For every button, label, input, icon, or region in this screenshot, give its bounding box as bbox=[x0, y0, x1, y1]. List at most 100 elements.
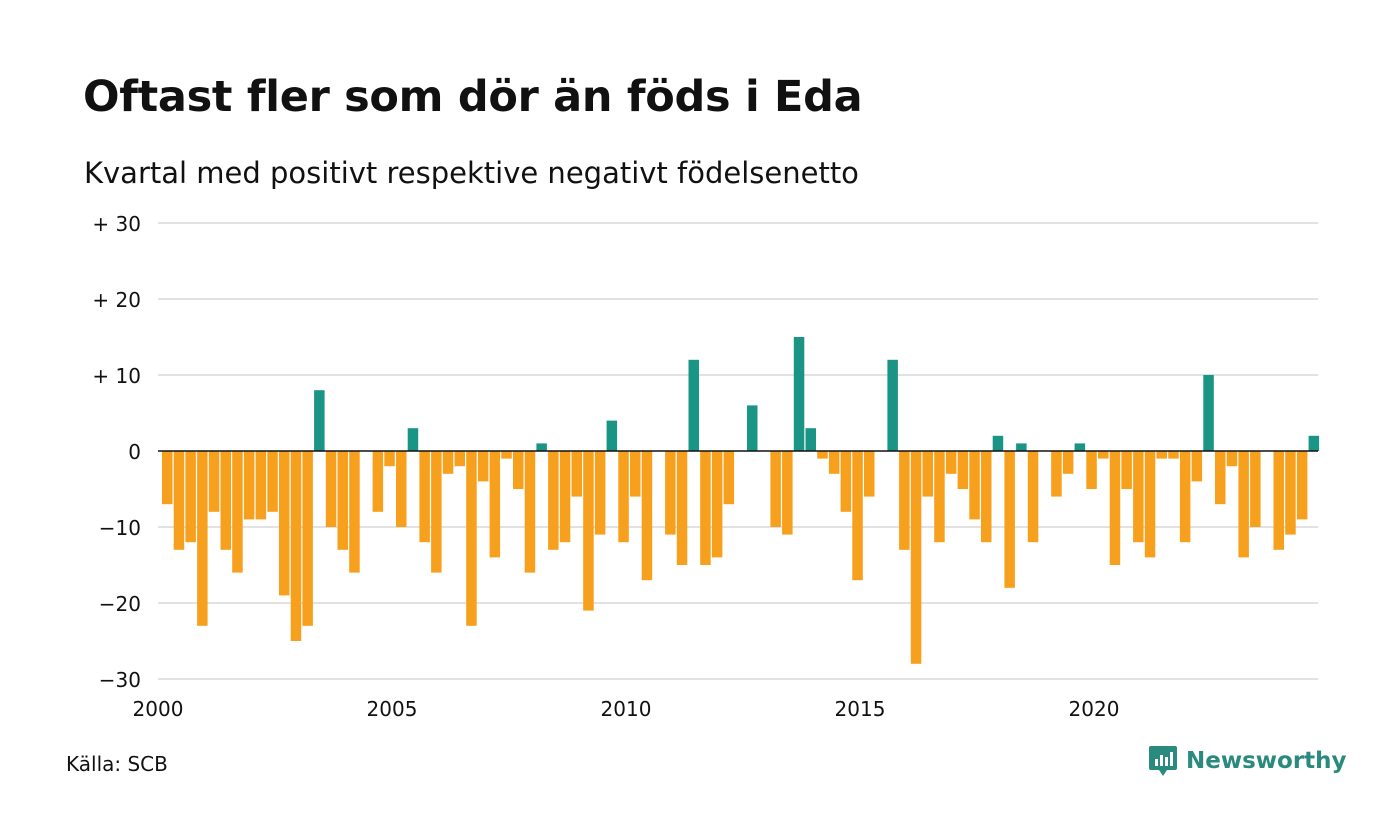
bar bbox=[1273, 451, 1284, 550]
bar bbox=[1144, 451, 1156, 558]
bar bbox=[1062, 451, 1074, 474]
bar bbox=[1296, 451, 1308, 520]
bar bbox=[571, 451, 582, 497]
bar bbox=[407, 428, 419, 451]
bar bbox=[840, 451, 852, 512]
x-tick-label: 2020 bbox=[1069, 697, 1120, 721]
bar bbox=[723, 451, 735, 505]
bar bbox=[513, 451, 524, 489]
bar bbox=[1191, 451, 1203, 482]
bar bbox=[969, 451, 980, 520]
bar bbox=[197, 451, 208, 626]
bar bbox=[1051, 451, 1062, 497]
y-tick-label: −10 bbox=[99, 516, 141, 540]
bar bbox=[314, 390, 325, 451]
bar bbox=[922, 451, 933, 497]
bar bbox=[1098, 451, 1109, 459]
bar bbox=[185, 451, 196, 543]
bar bbox=[419, 451, 430, 543]
bar bbox=[431, 451, 442, 573]
bar bbox=[489, 451, 501, 558]
bar bbox=[279, 451, 290, 596]
y-tick-label: + 30 bbox=[92, 212, 141, 236]
bar bbox=[349, 451, 360, 573]
bar bbox=[559, 451, 571, 543]
bar bbox=[267, 451, 278, 512]
y-tick-label: + 20 bbox=[92, 288, 141, 312]
bar bbox=[477, 451, 489, 482]
bar bbox=[372, 451, 384, 512]
bar bbox=[255, 451, 267, 520]
bar bbox=[665, 451, 676, 535]
x-tick-label: 2015 bbox=[835, 697, 886, 721]
bar bbox=[1179, 451, 1191, 543]
newsworthy-logo-icon bbox=[1149, 746, 1177, 776]
bar bbox=[1215, 451, 1226, 505]
bar bbox=[606, 420, 618, 451]
y-tick-label: + 10 bbox=[92, 364, 141, 388]
bar bbox=[992, 435, 1004, 451]
source-note: Källa: SCB bbox=[66, 752, 168, 776]
bar bbox=[945, 451, 957, 474]
chart-subtitle: Kvartal med positivt respektive negativt… bbox=[84, 156, 859, 190]
bar bbox=[442, 451, 454, 474]
bar bbox=[466, 451, 477, 626]
bar bbox=[805, 428, 816, 451]
bar bbox=[173, 451, 185, 550]
y-tick-label: 0 bbox=[128, 440, 141, 464]
bar bbox=[243, 451, 255, 520]
bar bbox=[747, 405, 758, 451]
bar bbox=[630, 451, 641, 497]
bar bbox=[887, 359, 898, 451]
brand: Newsworthy bbox=[1148, 744, 1347, 778]
bar bbox=[864, 451, 875, 497]
bar bbox=[817, 451, 828, 459]
x-tick-label: 2005 bbox=[367, 697, 418, 721]
bar bbox=[711, 451, 723, 558]
bar bbox=[1133, 451, 1144, 543]
bar bbox=[641, 451, 653, 581]
bar bbox=[1121, 451, 1132, 489]
bar bbox=[396, 451, 407, 527]
bar bbox=[618, 451, 629, 543]
bar bbox=[454, 451, 465, 467]
bar bbox=[1168, 451, 1179, 459]
bar bbox=[337, 451, 348, 550]
bar bbox=[910, 451, 922, 664]
bar bbox=[1285, 451, 1296, 535]
bar bbox=[700, 451, 711, 565]
bar bbox=[290, 451, 302, 641]
bar bbox=[583, 451, 594, 611]
bar bbox=[782, 451, 793, 535]
bar bbox=[232, 451, 243, 573]
bar bbox=[1308, 435, 1320, 451]
bar bbox=[1004, 451, 1015, 588]
brand-name: Newsworthy bbox=[1186, 748, 1347, 774]
bar bbox=[957, 451, 969, 489]
bar bbox=[594, 451, 606, 535]
y-tick-label: −30 bbox=[99, 668, 141, 692]
bar bbox=[208, 451, 220, 512]
y-tick-label: −20 bbox=[99, 592, 141, 616]
bar bbox=[1203, 375, 1214, 451]
bar bbox=[162, 451, 173, 505]
bar bbox=[688, 359, 699, 451]
bar bbox=[828, 451, 840, 474]
bar bbox=[1086, 451, 1097, 489]
bar bbox=[899, 451, 910, 550]
bar bbox=[501, 451, 512, 459]
bar bbox=[676, 451, 688, 565]
bar bbox=[1027, 451, 1039, 543]
bar bbox=[1156, 451, 1167, 459]
bar bbox=[384, 451, 395, 467]
bar bbox=[325, 451, 337, 527]
bar bbox=[1109, 451, 1121, 565]
bar bbox=[934, 451, 945, 543]
bar bbox=[524, 451, 536, 573]
bar bbox=[1238, 451, 1249, 558]
x-tick-label: 2010 bbox=[601, 697, 652, 721]
bar bbox=[1016, 443, 1027, 451]
chart-title: Oftast fler som dör än föds i Eda bbox=[83, 72, 863, 122]
bar bbox=[536, 443, 547, 451]
